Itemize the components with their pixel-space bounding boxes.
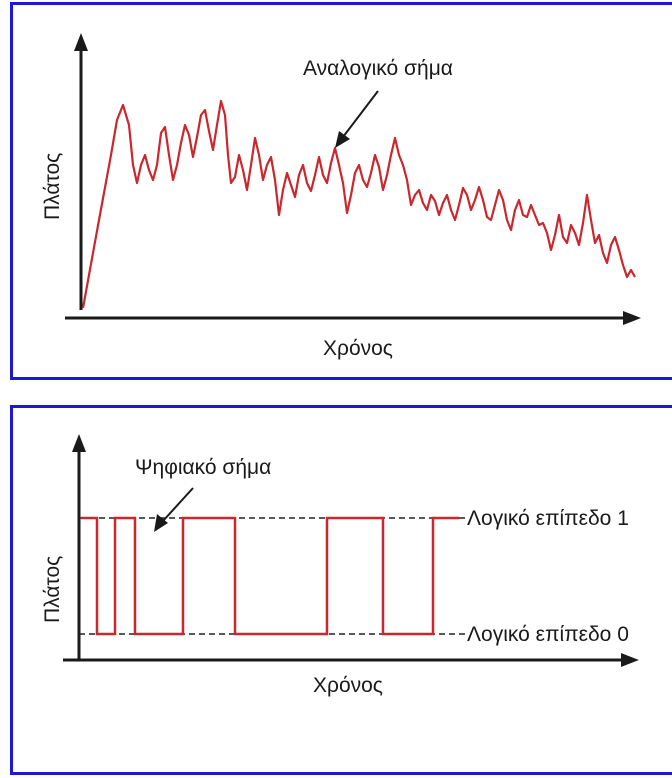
analog-x-axis-label: Χρόνος bbox=[323, 337, 393, 360]
digital-signal-label: Ψηφιακό σήμα bbox=[135, 456, 271, 479]
digital-pointer-arrowhead bbox=[154, 514, 168, 532]
digital-waveform bbox=[81, 516, 459, 636]
digital-signal-panel: Ψηφιακό σήμα Λογικό επίπεδο 1 Λογικό επί… bbox=[10, 405, 672, 775]
digital-x-axis-label: Χρόνος bbox=[313, 674, 383, 697]
analog-x-axis-arrowhead bbox=[623, 311, 641, 325]
digital-pointer-arrow bbox=[162, 487, 194, 522]
logic-level-0-label: Λογικό επίπεδο 0 bbox=[467, 623, 629, 646]
analog-diagram: Αναλογικό σήμα Χρόνος Πλάτος bbox=[41, 33, 641, 360]
analog-signal-panel: Αναλογικό σήμα Χρόνος Πλάτος bbox=[10, 2, 672, 380]
digital-y-axis-arrowhead bbox=[72, 434, 86, 452]
digital-x-axis-arrowhead bbox=[621, 653, 639, 667]
analog-waveform bbox=[81, 99, 636, 309]
digital-y-axis-label: Πλάτος bbox=[41, 556, 64, 623]
logic-level-1-label: Λογικό επίπεδο 1 bbox=[467, 507, 629, 530]
digital-diagram: Ψηφιακό σήμα Λογικό επίπεδο 1 Λογικό επί… bbox=[41, 434, 639, 697]
analog-y-axis-label: Πλάτος bbox=[41, 153, 64, 220]
analog-pointer-arrowhead bbox=[335, 131, 350, 148]
analog-y-axis-arrowhead bbox=[74, 33, 88, 51]
analog-signal-label: Αναλογικό σήμα bbox=[303, 57, 453, 80]
analog-pointer-arrow bbox=[342, 90, 379, 138]
